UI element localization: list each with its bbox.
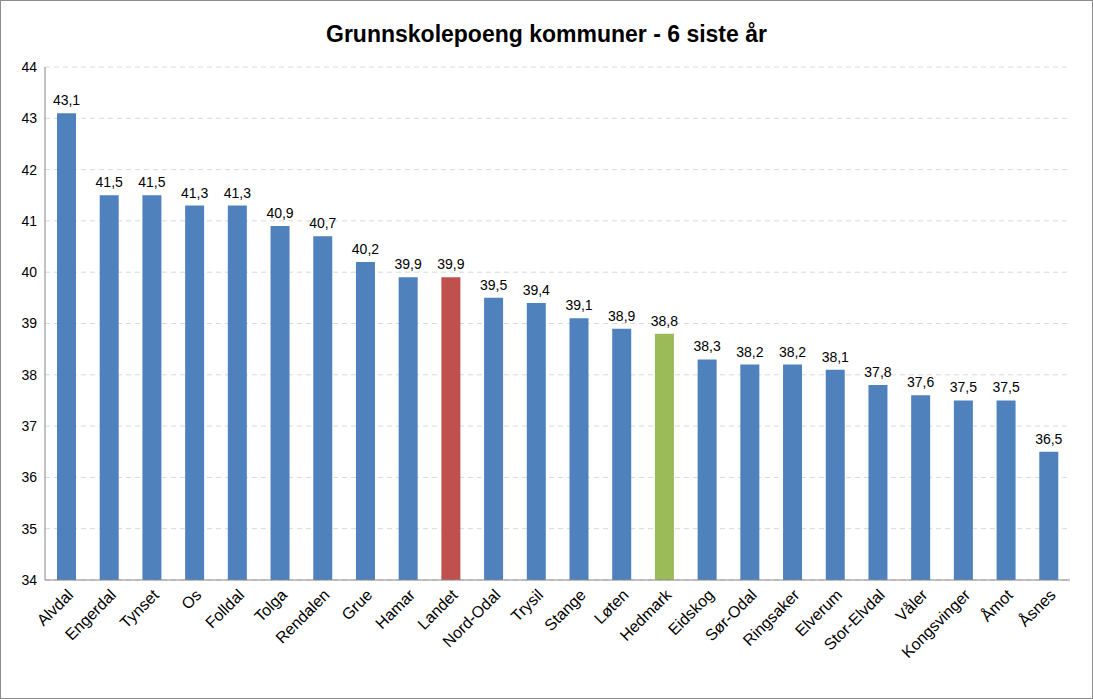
svg-text:Trysil: Trysil [508,586,547,625]
svg-text:Åsnes: Åsnes [1015,585,1059,629]
html-text:Grunnskolepoeng kommuner - 6 s: Grunnskolepoeng kommuner - 6 siste år [326,21,767,47]
svg-text:40: 40 [21,264,37,280]
svg-text:37,6: 37,6 [907,374,934,390]
svg-text:Hamar: Hamar [372,586,418,632]
svg-text:37,5: 37,5 [950,379,977,395]
svg-text:38,2: 38,2 [736,344,763,360]
svg-text:37: 37 [21,418,37,434]
svg-text:37,8: 37,8 [864,364,891,380]
svg-text:38,9: 38,9 [608,308,635,324]
svg-text:39,5: 39,5 [480,277,507,293]
svg-text:Elverum: Elverum [791,586,846,640]
svg-text:41,5: 41,5 [138,174,165,190]
svg-text:39: 39 [21,315,37,331]
svg-text:Os: Os [178,586,204,612]
svg-text:Landet: Landet [414,586,461,633]
svg-text:Hedmark: Hedmark [617,585,676,644]
svg-text:Tolga: Tolga [251,586,290,625]
svg-text:41: 41 [21,213,37,229]
svg-text:Rendalen: Rendalen [272,586,332,646]
svg-text:38: 38 [21,367,37,383]
svg-text:43: 43 [21,110,37,126]
svg-text:Alvdal: Alvdal [33,586,77,629]
svg-text:Engerdal: Engerdal [62,586,119,643]
svg-text:Løten: Løten [591,586,632,627]
svg-text:Stor-Elvdal: Stor-Elvdal [821,586,888,653]
svg-text:39,1: 39,1 [565,297,592,313]
svg-text:40,9: 40,9 [266,205,293,221]
svg-text:40,2: 40,2 [352,241,379,257]
svg-text:Åmot: Åmot [977,585,1017,625]
svg-text:Eidskog: Eidskog [664,586,718,639]
svg-text:Nord-Odal: Nord-Odal [439,586,503,650]
svg-text:39,9: 39,9 [437,256,464,272]
svg-text:38,2: 38,2 [779,344,806,360]
svg-text:40,7: 40,7 [309,215,336,231]
svg-text:41,3: 41,3 [181,185,208,201]
svg-text:36,5: 36,5 [1035,431,1062,447]
svg-text:38,8: 38,8 [651,313,678,329]
svg-text:34: 34 [21,572,37,588]
svg-text:Stange: Stange [541,586,589,634]
svg-text:37,5: 37,5 [992,379,1019,395]
svg-text:Folldal: Folldal [202,586,247,631]
svg-text:36: 36 [21,469,37,485]
svg-text:Ringsaker: Ringsaker [740,586,803,649]
svg-text:41,3: 41,3 [224,185,251,201]
svg-text:43,1: 43,1 [53,92,80,108]
svg-text:35: 35 [21,521,37,537]
svg-text:41,5: 41,5 [96,174,123,190]
svg-text:Grue: Grue [338,586,375,623]
svg-text:Våler: Våler [892,586,931,625]
svg-text:Sør-Odal: Sør-Odal [701,586,760,644]
svg-text:39,9: 39,9 [395,256,422,272]
svg-text:39,4: 39,4 [523,282,550,298]
svg-text:38,3: 38,3 [694,338,721,354]
svg-text:44: 44 [21,59,37,75]
svg-text:38,1: 38,1 [822,349,849,365]
svg-text:Kongsvinger: Kongsvinger [898,586,973,661]
svg-text:42: 42 [21,162,37,178]
svg-text:Tynset: Tynset [117,586,163,632]
